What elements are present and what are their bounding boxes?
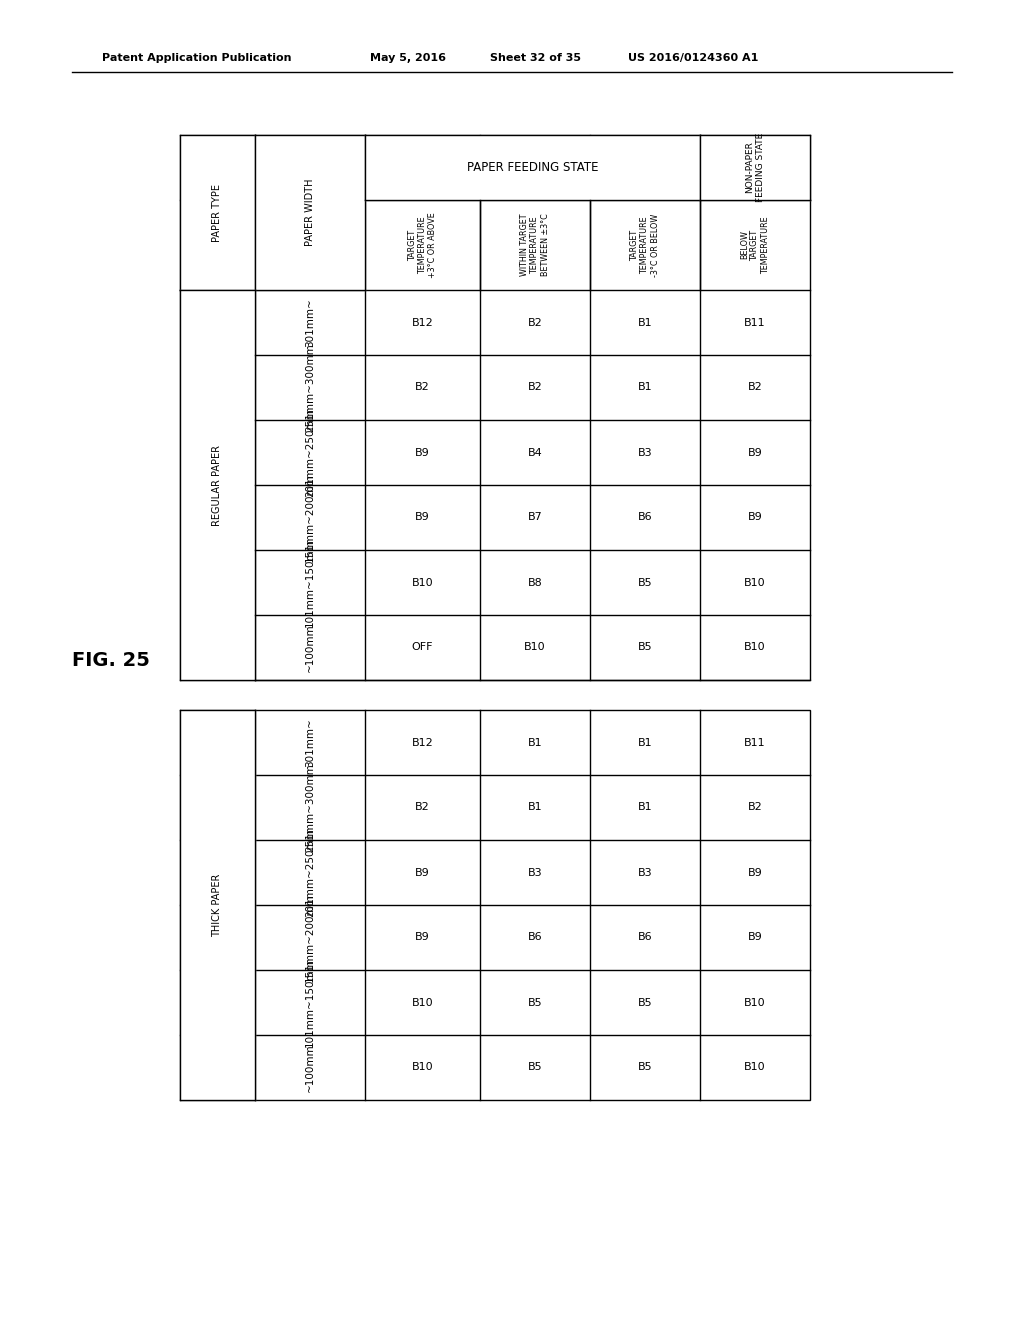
Text: 251mm~300mm: 251mm~300mm <box>305 763 315 851</box>
Text: ~100mm: ~100mm <box>305 1043 315 1092</box>
Text: B1: B1 <box>527 803 543 813</box>
Text: OFF: OFF <box>412 643 433 652</box>
Text: THICK PAPER: THICK PAPER <box>213 874 222 937</box>
Text: B9: B9 <box>748 512 763 523</box>
Text: B9: B9 <box>748 867 763 878</box>
Text: B9: B9 <box>748 932 763 942</box>
Text: B5: B5 <box>527 998 543 1007</box>
Text: B1: B1 <box>527 738 543 747</box>
Text: ~100mm: ~100mm <box>305 623 315 672</box>
Text: B10: B10 <box>412 578 433 587</box>
Text: B6: B6 <box>638 512 652 523</box>
Text: 301mm~: 301mm~ <box>305 298 315 347</box>
Text: TARGET
TEMPERATURE
-3°C OR BELOW: TARGET TEMPERATURE -3°C OR BELOW <box>630 214 659 277</box>
Text: B6: B6 <box>638 932 652 942</box>
Text: B10: B10 <box>744 643 766 652</box>
Text: B6: B6 <box>527 932 543 942</box>
Text: B10: B10 <box>412 1063 433 1072</box>
Text: B5: B5 <box>638 998 652 1007</box>
Text: B5: B5 <box>638 643 652 652</box>
Polygon shape <box>365 135 700 201</box>
Text: B2: B2 <box>748 803 763 813</box>
Text: NON-PAPER
FEEDING STATE: NON-PAPER FEEDING STATE <box>745 133 765 202</box>
Text: B5: B5 <box>638 1063 652 1072</box>
Text: B1: B1 <box>638 803 652 813</box>
Polygon shape <box>700 135 810 201</box>
Text: B2: B2 <box>527 383 543 392</box>
Text: B4: B4 <box>527 447 543 458</box>
Text: B3: B3 <box>638 867 652 878</box>
Text: TARGET
TEMPERATURE
+3°C OR ABOVE: TARGET TEMPERATURE +3°C OR ABOVE <box>408 213 437 279</box>
Text: PAPER FEEDING STATE: PAPER FEEDING STATE <box>467 161 598 174</box>
Polygon shape <box>180 290 255 680</box>
Text: B10: B10 <box>744 998 766 1007</box>
Text: B10: B10 <box>412 998 433 1007</box>
Text: B2: B2 <box>527 318 543 327</box>
Text: 101mm~150mm: 101mm~150mm <box>305 539 315 627</box>
Text: Sheet 32 of 35: Sheet 32 of 35 <box>490 53 581 63</box>
Text: B2: B2 <box>415 383 430 392</box>
Polygon shape <box>180 135 255 290</box>
Text: Patent Application Publication: Patent Application Publication <box>102 53 292 63</box>
Text: 151mm~200mm: 151mm~200mm <box>305 894 315 982</box>
Text: B2: B2 <box>415 803 430 813</box>
Text: PAPER WIDTH: PAPER WIDTH <box>305 178 315 247</box>
Text: B12: B12 <box>412 318 433 327</box>
Text: B7: B7 <box>527 512 543 523</box>
Text: B5: B5 <box>638 578 652 587</box>
Text: B1: B1 <box>638 738 652 747</box>
Text: B1: B1 <box>638 318 652 327</box>
Text: B11: B11 <box>744 738 766 747</box>
Text: FIG. 25: FIG. 25 <box>72 651 150 669</box>
Text: B12: B12 <box>412 738 433 747</box>
Text: BELOW
TARGET
TEMPERATURE: BELOW TARGET TEMPERATURE <box>740 216 770 273</box>
Text: B3: B3 <box>638 447 652 458</box>
Text: B10: B10 <box>524 643 546 652</box>
Text: 251mm~300mm: 251mm~300mm <box>305 343 315 432</box>
Text: B3: B3 <box>527 867 543 878</box>
Polygon shape <box>255 135 365 290</box>
Text: May 5, 2016: May 5, 2016 <box>370 53 446 63</box>
Text: B2: B2 <box>748 383 763 392</box>
Text: REGULAR PAPER: REGULAR PAPER <box>213 445 222 525</box>
Bar <box>180 710 810 1100</box>
Text: B9: B9 <box>415 447 430 458</box>
Text: B9: B9 <box>415 867 430 878</box>
Text: B9: B9 <box>415 932 430 942</box>
Polygon shape <box>180 710 255 1100</box>
Text: 301mm~: 301mm~ <box>305 718 315 767</box>
Text: 201mm~250mm: 201mm~250mm <box>305 828 315 917</box>
Text: B5: B5 <box>527 1063 543 1072</box>
Text: B1: B1 <box>638 383 652 392</box>
Text: 101mm~150mm: 101mm~150mm <box>305 958 315 1047</box>
Text: 151mm~200mm: 151mm~200mm <box>305 473 315 562</box>
Text: B10: B10 <box>744 578 766 587</box>
Text: B9: B9 <box>748 447 763 458</box>
Text: B10: B10 <box>744 1063 766 1072</box>
Bar <box>180 135 810 680</box>
Text: B9: B9 <box>415 512 430 523</box>
Text: B11: B11 <box>744 318 766 327</box>
Text: B8: B8 <box>527 578 543 587</box>
Text: WITHIN TARGET
TEMPERATURE
BETWEEN ±3°C: WITHIN TARGET TEMPERATURE BETWEEN ±3°C <box>520 214 550 276</box>
Text: US 2016/0124360 A1: US 2016/0124360 A1 <box>628 53 759 63</box>
Text: 201mm~250mm: 201mm~250mm <box>305 408 315 496</box>
Text: PAPER TYPE: PAPER TYPE <box>213 183 222 242</box>
